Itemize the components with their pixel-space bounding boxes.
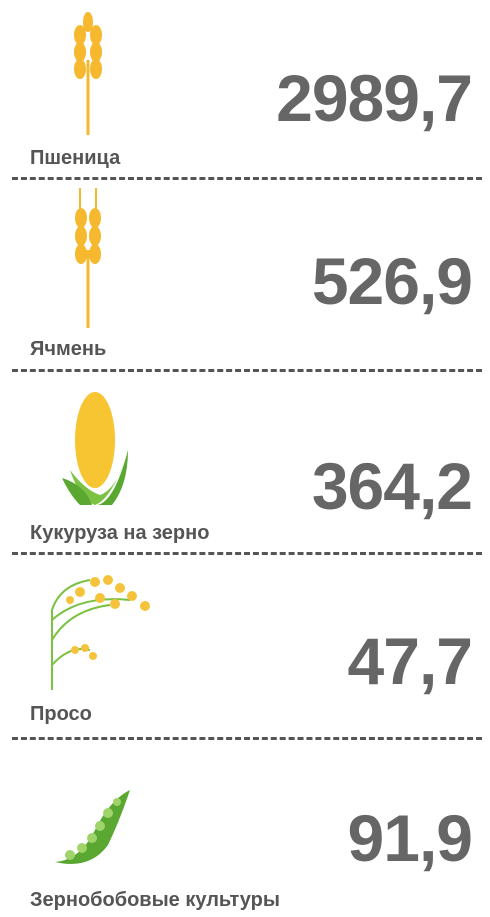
barley-icon: [75, 188, 101, 328]
corn-icon: [62, 392, 128, 505]
separator: [12, 737, 482, 740]
label: Пшеница: [30, 147, 121, 169]
label: Кукуруза на зерно: [30, 522, 210, 544]
label: Ячмень: [30, 338, 107, 360]
value: 364,2: [311, 449, 473, 523]
separator: [12, 369, 482, 372]
label: Просо: [30, 703, 92, 725]
value: 2989,7: [276, 61, 473, 135]
value: 47,7: [347, 624, 473, 698]
separator: [12, 177, 482, 180]
value: 526,9: [311, 244, 473, 318]
wheat-icon: [74, 12, 102, 135]
pea-icon: [55, 790, 130, 864]
millet-icon: [51, 575, 150, 690]
separator: [12, 552, 482, 555]
value: 91,9: [347, 801, 473, 875]
label: Зернобобовые культуры: [30, 889, 280, 911]
